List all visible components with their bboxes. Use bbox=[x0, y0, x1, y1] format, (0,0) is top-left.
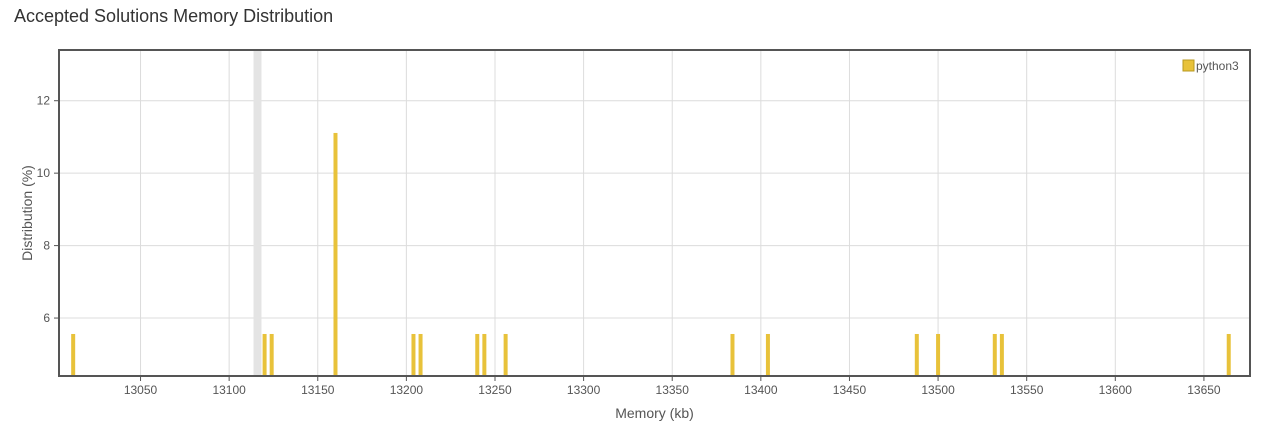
y-tick-label: 12 bbox=[37, 94, 51, 108]
x-tick-label: 13200 bbox=[390, 383, 424, 397]
x-tick-label: 13050 bbox=[124, 383, 158, 397]
x-tick-label: 13100 bbox=[212, 383, 246, 397]
x-tick-label: 13350 bbox=[656, 383, 690, 397]
x-tick-label: 13450 bbox=[833, 383, 867, 397]
x-tick-label: 13600 bbox=[1099, 383, 1133, 397]
x-tick-label: 13650 bbox=[1187, 383, 1221, 397]
bar-13532[interactable] bbox=[992, 333, 997, 376]
bar-13384[interactable] bbox=[730, 333, 735, 376]
bar-13208[interactable] bbox=[418, 333, 423, 376]
legend[interactable]: python3 bbox=[1182, 59, 1239, 73]
bar-13012[interactable] bbox=[71, 333, 76, 376]
y-tick-label: 10 bbox=[37, 166, 51, 180]
chart-title: Accepted Solutions Memory Distribution bbox=[14, 6, 334, 26]
bars bbox=[71, 132, 1231, 376]
hover-highlight bbox=[253, 50, 262, 376]
x-axis-label: Memory (kb) bbox=[615, 405, 694, 421]
plot-frame bbox=[58, 49, 1251, 377]
y-axis-ticks: 6 8 10 12 bbox=[37, 94, 59, 325]
y-axis-label: Distribution (%) bbox=[19, 165, 35, 261]
bar-13124[interactable] bbox=[269, 333, 274, 376]
bar-13204[interactable] bbox=[411, 333, 416, 376]
x-tick-label: 13150 bbox=[301, 383, 335, 397]
x-tick-label: 13550 bbox=[1010, 383, 1044, 397]
x-tick-label: 13250 bbox=[478, 383, 512, 397]
x-tick-label: 13400 bbox=[744, 383, 778, 397]
bar-13404[interactable] bbox=[765, 333, 770, 376]
legend-swatch-python3[interactable] bbox=[1182, 59, 1195, 72]
bar-13536[interactable] bbox=[999, 333, 1004, 376]
bar-13244[interactable] bbox=[482, 333, 487, 376]
bar-13120[interactable] bbox=[262, 333, 267, 376]
x-tick-label: 13300 bbox=[567, 383, 601, 397]
grid-lines bbox=[59, 50, 1250, 376]
bar-13488[interactable] bbox=[914, 333, 919, 376]
bar-13256[interactable] bbox=[503, 333, 508, 376]
bar-13664[interactable] bbox=[1226, 333, 1231, 376]
bar-13500[interactable] bbox=[936, 333, 941, 376]
hover-column[interactable] bbox=[253, 50, 262, 376]
bar-13240[interactable] bbox=[475, 333, 480, 376]
legend-label-python3[interactable]: python3 bbox=[1196, 59, 1239, 73]
y-tick-label: 6 bbox=[43, 311, 50, 325]
bar-13160[interactable] bbox=[333, 132, 338, 376]
y-tick-label: 8 bbox=[43, 239, 50, 253]
x-axis-ticks: 13050 13100 13150 13200 13250 13300 13350 13400… bbox=[124, 376, 1221, 397]
x-tick-label: 13500 bbox=[921, 383, 955, 397]
